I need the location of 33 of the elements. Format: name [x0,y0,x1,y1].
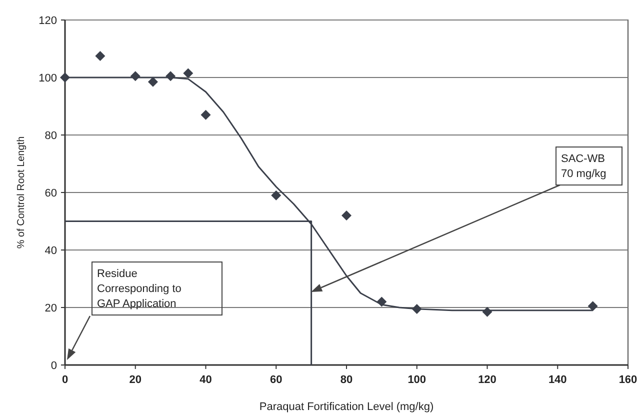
point [148,76,158,87]
point [200,110,211,120]
x-tick-label: 0 [62,374,68,386]
point [183,68,194,78]
point [588,301,598,312]
x-tick-label: 140 [548,374,567,386]
y-tick-label: 40 [44,245,57,257]
y-tick-label: 120 [38,15,57,27]
point [95,50,106,61]
point [342,210,352,220]
y-tick-label: 60 [44,188,57,200]
point [60,72,70,82]
y-axis-title: % of Control Root Length [16,136,27,249]
x-axis-title: Paraquat Fortification Level (mg/kg) [259,401,434,413]
annotation: Residue Corresponding to GAP Application [97,268,182,310]
x-tick-label: 80 [340,374,353,386]
x-tick-label: 120 [478,374,496,386]
y-tick-label: 80 [44,130,57,142]
point [412,304,422,314]
point [166,71,176,82]
x-tick-label: 160 [618,374,638,386]
x-tick-label: 20 [129,374,142,386]
x-tick-label: 40 [200,374,212,386]
y-tick-label: 20 [44,302,57,314]
x-tick-label: 60 [270,374,282,386]
y-tick-label: 0 [50,360,57,372]
point [271,190,282,200]
annotation: SAC-WB 70 mg/kg [561,153,606,180]
point [482,306,492,317]
x-tick-label: 100 [408,374,426,386]
y-tick-label: 100 [38,72,57,84]
point [130,71,140,82]
point [376,296,387,307]
